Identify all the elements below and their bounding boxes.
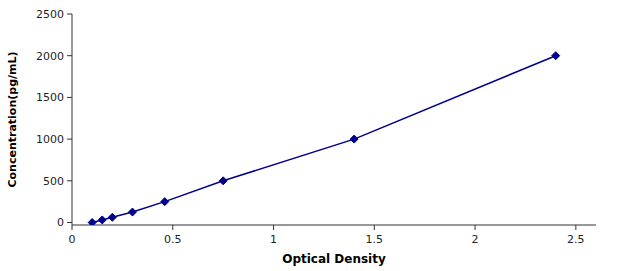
- x-tick: [575, 225, 576, 230]
- y-tick-label: 1000: [36, 133, 64, 146]
- y-tick: [67, 14, 72, 15]
- marker: [219, 177, 227, 185]
- series: [88, 52, 560, 225]
- x-tick-label: 0.5: [164, 233, 182, 246]
- y-tick-label: 2500: [36, 8, 64, 21]
- x-tick: [273, 225, 274, 230]
- axes: 0 0.5 1 1.5 2 2.5 0 500 1000 1500 2000 2500: [36, 8, 596, 246]
- marker: [88, 218, 96, 225]
- y-tick: [67, 222, 72, 223]
- chart-container: 0 0.5 1 1.5 2 2.5 0 500 1000 1500 2000 2500 Optical …: [0, 0, 618, 271]
- x-tick: [172, 225, 173, 230]
- marker: [161, 198, 169, 206]
- x-tick: [72, 225, 73, 230]
- y-tick: [67, 180, 72, 181]
- chart: 0 0.5 1 1.5 2 2.5 0 500 1000 1500 2000 2500 Optical …: [0, 0, 618, 271]
- x-tick-label: 1.5: [366, 233, 384, 246]
- line: [92, 56, 556, 223]
- marker: [552, 52, 560, 60]
- x-tick: [374, 225, 375, 230]
- marker: [128, 208, 136, 216]
- y-axis-label: Concentration(pg/mL): [6, 51, 19, 187]
- y-tick-label: 2000: [36, 50, 64, 63]
- x-tick-label: 0: [69, 233, 76, 246]
- x-tick-label: 2.5: [567, 233, 585, 246]
- y-tick-label: 0: [57, 216, 64, 229]
- marker: [350, 135, 358, 143]
- x-axis-line: [72, 225, 596, 226]
- y-axis-line: [72, 14, 73, 225]
- x-tick-label: 2: [472, 233, 479, 246]
- x-tick: [475, 225, 476, 230]
- y-tick-label: 500: [43, 175, 64, 188]
- y-tick: [67, 139, 72, 140]
- y-tick: [67, 97, 72, 98]
- marker: [98, 216, 106, 224]
- y-tick: [67, 55, 72, 56]
- y-tick-label: 1500: [36, 91, 64, 104]
- marker: [108, 213, 116, 221]
- x-tick-label: 1: [270, 233, 277, 246]
- x-axis-label: Optical Density: [282, 252, 386, 266]
